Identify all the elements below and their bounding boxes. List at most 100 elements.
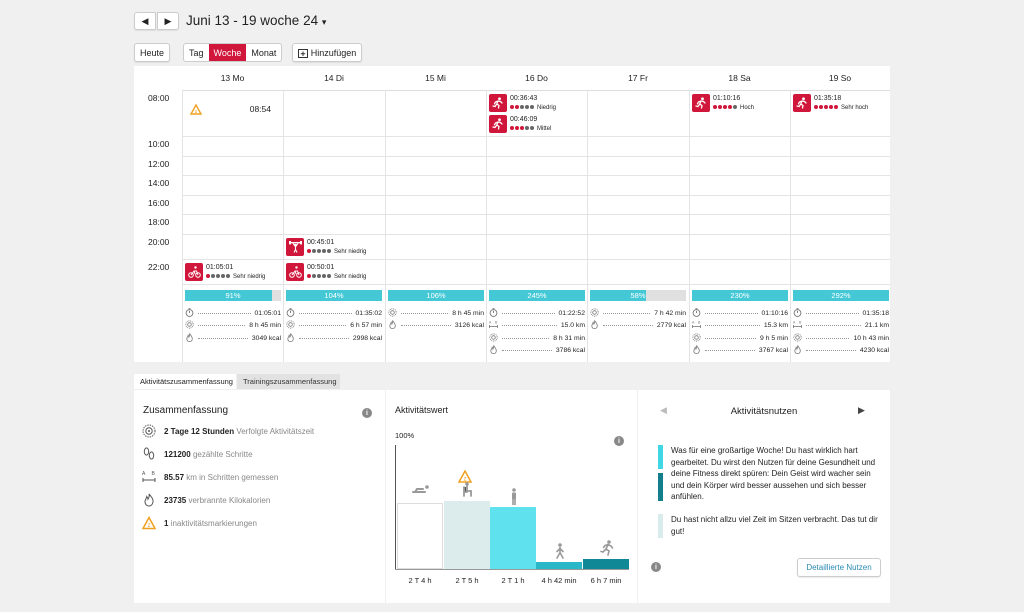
grid-column-line [283,90,284,362]
stopwatch-icon [489,307,498,317]
flame-icon [692,345,701,354]
time-label: 20:00 [148,237,170,247]
svg-text:B: B [152,471,156,477]
activity-value-panel: Aktivitätswert 100% i z 1 2 T 4 h 2 T 5 h… [386,390,637,603]
date-range-title: Juni 13 - 19 woche 24 [186,13,319,28]
info-icon[interactable]: i [651,562,661,572]
summary-text: 85.57 km in Schritten gemessen [164,473,278,482]
intensity-label: Mittel [537,126,552,132]
day-summary: 230% 01:10:16 A B 15.3 km 9 h 5 min 3767 kcal [692,290,788,354]
tab-training-summary[interactable]: Trainingszusammenfassung [237,374,340,389]
walking-icon [551,542,569,559]
running-icon [489,115,507,133]
event-intensity: Sehr niedrig [206,272,265,282]
previous-week-button[interactable]: ◀ [134,12,156,30]
activity-bar [490,507,536,569]
flame-icon [793,345,802,354]
activity-event[interactable]: 00:36:43 Niedrig [489,94,556,113]
activity-goal-percent: 91% [225,291,241,300]
inactivity-warning-icon: z [458,470,472,483]
activity-bar-label: 4 h 42 min [541,576,577,585]
activity-event[interactable]: 00:45:01 Sehr niedrig [286,238,366,257]
event-intensity: Niedrig [510,103,556,113]
metric-value: 2998 kcal [352,334,382,342]
metric-value: 01:35:18 [862,309,889,317]
event-duration: 00:50:01 [307,264,335,271]
activity-event[interactable]: 00:46:09 Mittel [489,115,551,134]
activity-goal-bar: 292% [793,290,889,301]
time-label: 12:00 [148,159,170,169]
summary-value: 121200 [164,449,191,459]
grid-row-line [182,175,890,176]
today-button[interactable]: Heute [134,43,170,62]
metric-value: 01:10:16 [761,309,788,317]
day-header: 18 Sa [728,73,751,83]
event-intensity: Sehr niedrig [307,272,366,282]
x-axis [395,569,629,570]
triangle-left-icon: ◀ [141,15,149,26]
date-range-selector[interactable]: Juni 13 - 19 woche 24 ▾ [186,13,326,28]
metric-row: 01:35:18 [793,304,889,317]
metric-value: 4230 kcal [859,347,889,354]
activity-goal-fill [185,290,273,301]
event-details: 01:35:18 Sehr hoch [814,94,868,113]
summary-item: 23735 verbrannte Kilokalorien [142,493,270,507]
grid-row-line [182,136,890,137]
summary-item: z 1 inaktivitätsmarkierungen [142,516,257,530]
metric-row: 2779 kcal [590,317,686,329]
grid-column-line [689,90,690,362]
next-benefit-icon[interactable]: ▶ [858,405,865,415]
prev-benefit-icon[interactable]: ◀ [660,405,667,415]
metric-value: 01:22:52 [558,309,585,317]
metric-value: 2779 kcal [656,322,686,329]
detailed-benefits-button[interactable]: Detaillierte Nutzen [797,558,881,577]
day-header: 15 Mi [425,73,446,83]
tab-day[interactable]: Tag [189,47,204,58]
metric-row: 01:10:16 [692,304,788,317]
metric-value: 10 h 43 min [853,334,889,342]
dotted-leader [806,350,856,351]
running-icon [692,94,710,112]
intensity-label: Hoch [740,105,755,111]
metric-row: 8 h 45 min [388,304,484,317]
dotted-leader [299,337,349,339]
flame-icon [142,493,156,507]
event-intensity: Sehr hoch [814,103,868,113]
info-icon[interactable]: i [362,408,372,418]
activity-event[interactable]: 01:35:18 Sehr hoch [793,94,868,113]
event-duration: 00:36:43 [510,95,538,102]
activity-time-icon [142,424,156,438]
metric-row: 6 h 57 min [286,317,382,329]
tab-week[interactable]: Woche [208,44,247,61]
intensity-dots [206,274,230,278]
info-icon[interactable]: i [614,436,624,446]
tab-month[interactable]: Monat [251,47,277,58]
summary-item: 121200 gezählte Schritte [142,447,253,461]
calendar-add-icon [297,48,308,58]
activity-event[interactable]: 00:50:01 Sehr niedrig [286,263,366,282]
metric-value: 8 h 45 min [452,309,484,317]
benefit-title: Aktivitätsnutzen [730,406,798,417]
activity-goal-fill [388,290,484,301]
grid-column-line [486,90,487,362]
dotted-leader [806,337,850,339]
tab-activity-summary[interactable]: Aktivitätszusammenfassung [134,374,236,389]
event-intensity: Hoch [713,103,754,113]
grid-row-line [182,234,890,235]
intensity-dots [814,105,838,109]
inactivity-marker[interactable]: z 08:54 [190,104,271,115]
next-week-button[interactable]: ▶ [157,12,179,30]
activity-event[interactable]: 01:10:16 Hoch [692,94,754,113]
summary-text: 23735 verbrannte Kilokalorien [164,496,270,505]
stopwatch-icon [286,307,295,317]
week-calendar: 13 Mo 14 Di 15 Mi 16 Do 17 Fr 18 Sa 19 So 08:00… [134,66,890,362]
activity-goal-bar: 106% [388,290,484,301]
add-button[interactable]: Hinzufügen [292,43,362,62]
activity-time-icon [793,332,802,342]
activity-goal-fill [590,290,646,301]
event-duration: 01:35:18 [814,95,842,102]
time-label: 22:00 [148,262,170,272]
activity-event[interactable]: 01:05:01 Sehr niedrig [185,263,265,282]
